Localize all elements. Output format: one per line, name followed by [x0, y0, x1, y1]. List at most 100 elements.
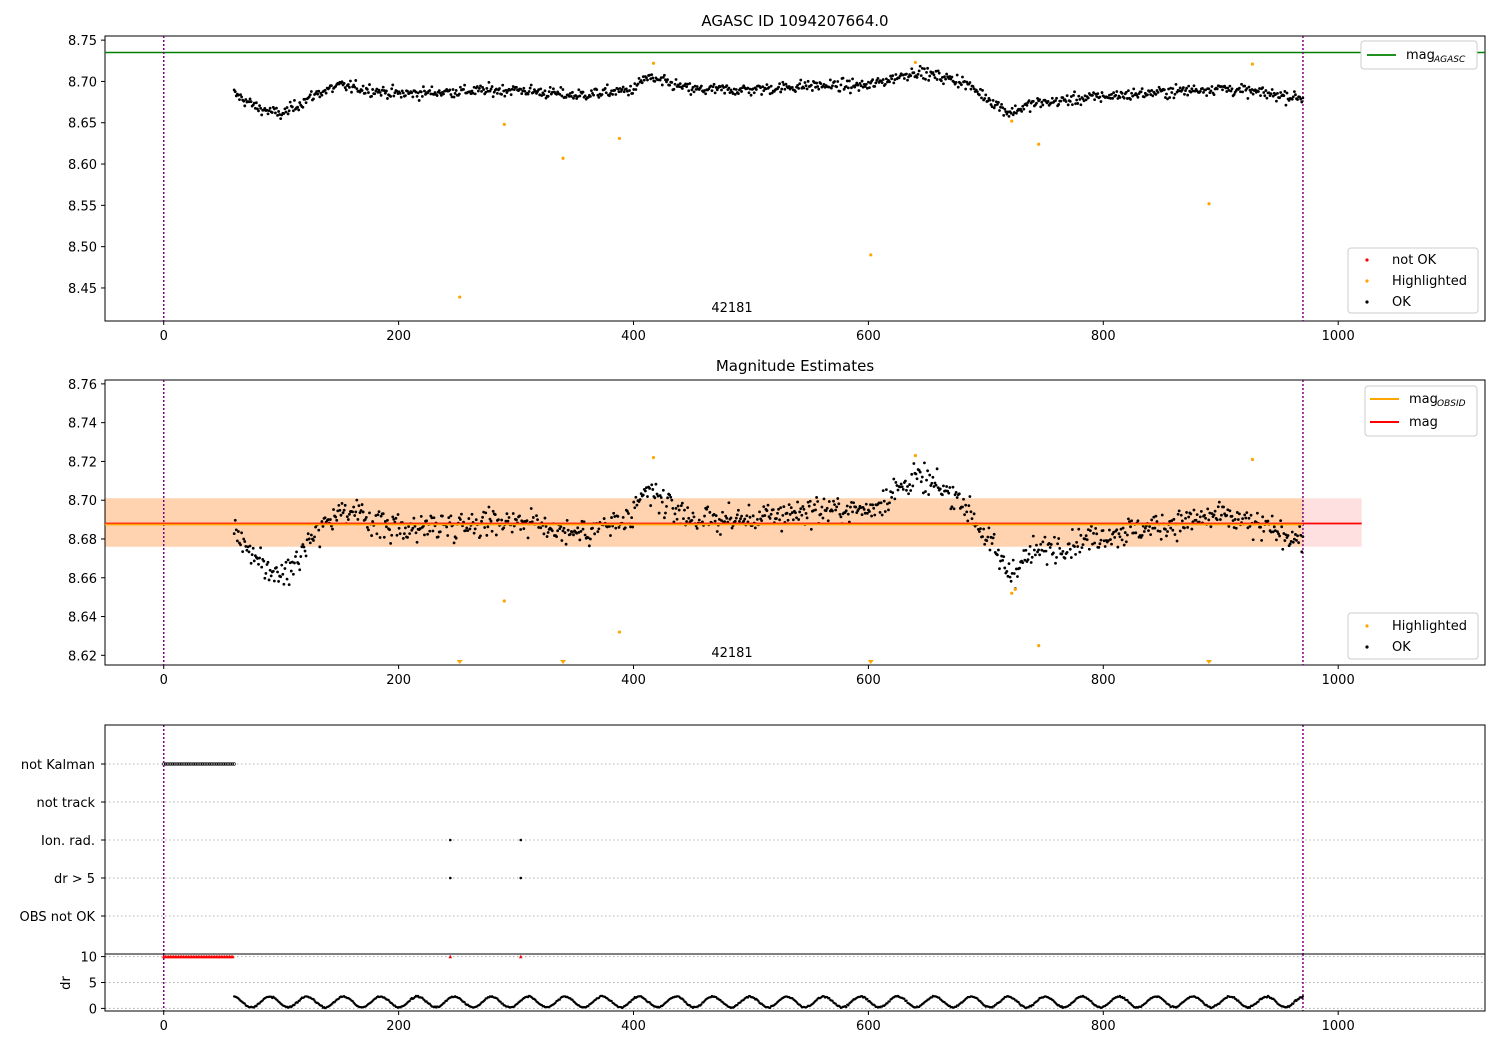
ok-point — [881, 78, 885, 81]
ok-point — [313, 535, 316, 539]
ok-point — [358, 511, 362, 515]
ok-point — [470, 89, 474, 93]
ok-point — [883, 510, 887, 513]
ok-point — [482, 88, 486, 91]
ok-point — [1130, 91, 1134, 95]
ok-point — [1156, 529, 1160, 533]
flag-point — [448, 876, 452, 880]
ok-point — [992, 106, 996, 110]
ok-point — [571, 530, 574, 534]
ok-point — [287, 583, 291, 587]
flag-point — [213, 762, 217, 766]
dr-ytick-label: 5 — [89, 977, 97, 992]
ok-point — [396, 513, 400, 516]
ok-point — [1027, 552, 1031, 556]
ok-point — [1247, 85, 1251, 89]
ok-point — [799, 78, 803, 82]
ok-point — [349, 79, 352, 83]
ok-point — [1290, 97, 1294, 101]
ok-point — [373, 92, 377, 96]
ok-point — [605, 525, 609, 529]
ok-point — [882, 499, 886, 503]
ok-point — [1248, 524, 1252, 528]
panel-agasc-xtick-label: 200 — [386, 329, 411, 344]
ok-point — [487, 505, 491, 509]
ok-point — [267, 578, 271, 582]
ok-point — [1246, 526, 1250, 530]
panel-agasc-xtick-label: 600 — [856, 329, 881, 344]
dr-point — [558, 998, 561, 1001]
ok-point — [609, 92, 612, 95]
ok-point — [747, 503, 751, 507]
ok-point — [1129, 525, 1132, 529]
ok-point — [330, 84, 333, 88]
ok-point — [377, 88, 381, 92]
ok-point — [390, 533, 394, 537]
ok-point — [1063, 556, 1067, 560]
ok-point — [267, 109, 271, 112]
ok-point — [871, 503, 875, 507]
ok-point — [288, 100, 292, 104]
ok-point — [351, 510, 354, 514]
ok-point — [381, 85, 385, 89]
ok-point — [901, 73, 905, 77]
ok-point — [1132, 87, 1136, 91]
ok-point — [877, 501, 881, 505]
ok-point — [933, 76, 937, 80]
ok-point — [1043, 535, 1047, 539]
ok-point — [1229, 89, 1233, 93]
ok-point — [850, 86, 853, 90]
flag-point — [218, 762, 222, 766]
ok-point — [802, 86, 806, 90]
ok-point — [748, 515, 752, 519]
ok-point — [1276, 91, 1279, 95]
ok-point — [582, 520, 586, 524]
ok-point — [1260, 538, 1264, 542]
ok-point — [856, 83, 860, 87]
ok-point — [266, 112, 270, 116]
flag-point — [197, 762, 201, 766]
ok-point — [915, 75, 919, 79]
ok-point — [544, 525, 548, 528]
ok-point — [552, 87, 555, 91]
ok-point — [668, 493, 672, 497]
ok-point — [985, 539, 989, 543]
ok-point — [1166, 530, 1169, 533]
ok-point — [641, 75, 645, 79]
ok-point — [921, 491, 925, 495]
ok-point — [1151, 94, 1155, 98]
ok-point — [1038, 553, 1042, 557]
ok-point — [912, 462, 916, 465]
ok-point — [1178, 86, 1182, 90]
highlighted-point — [913, 60, 917, 65]
ok-point — [950, 505, 954, 509]
ok-point — [891, 74, 895, 78]
ok-point — [1000, 102, 1003, 106]
ok-point — [586, 95, 590, 99]
ok-point — [578, 94, 582, 98]
ok-point — [416, 91, 420, 95]
ok-point — [965, 510, 969, 514]
ok-point — [1011, 113, 1015, 117]
ok-point — [1280, 525, 1284, 529]
ok-point — [428, 89, 432, 92]
ok-point — [742, 519, 746, 523]
ok-point — [493, 513, 497, 516]
ok-point — [842, 87, 846, 91]
ok-point — [355, 498, 359, 502]
ok-point — [1199, 509, 1203, 513]
ok-point — [651, 76, 655, 80]
ok-point — [873, 513, 877, 517]
ok-point — [841, 76, 845, 80]
ok-point — [727, 501, 731, 505]
ok-point — [523, 89, 527, 93]
ok-point — [1273, 529, 1277, 532]
ok-point — [1184, 516, 1187, 520]
ok-point — [779, 90, 783, 94]
ok-point — [1047, 542, 1051, 545]
ok-point — [571, 90, 574, 94]
ok-point — [673, 512, 677, 516]
ok-point — [1149, 533, 1153, 536]
